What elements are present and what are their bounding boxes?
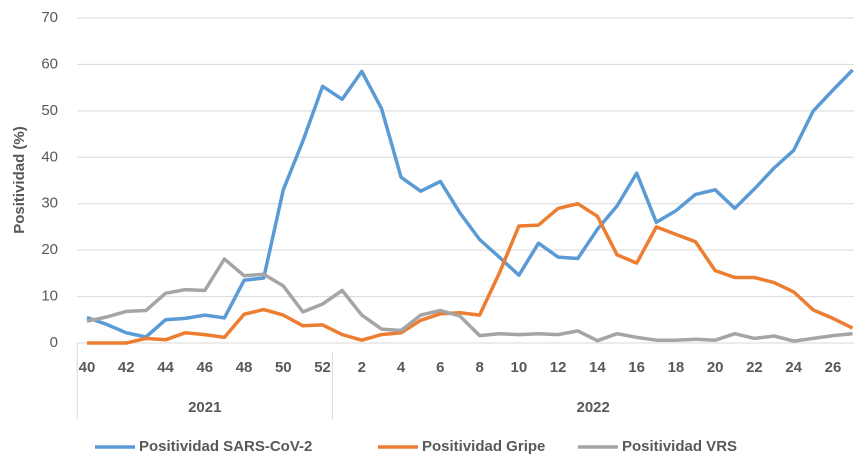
x-tick-label: 22 xyxy=(746,359,763,376)
x-tick-label: 8 xyxy=(475,359,483,376)
y-tick-label: 60 xyxy=(41,55,58,72)
y-tick-label: 70 xyxy=(41,9,58,26)
x-tick-label: 16 xyxy=(628,359,645,376)
y-tick-label: 40 xyxy=(41,148,58,165)
legend-label: Positividad Gripe xyxy=(422,438,545,455)
x-tick-label: 52 xyxy=(314,359,331,376)
x-tick-label: 44 xyxy=(157,359,174,376)
x-tick-label: 40 xyxy=(79,359,96,376)
x-tick-label: 2 xyxy=(358,359,366,376)
legend-label: Positividad VRS xyxy=(622,438,737,455)
legend-label: Positividad SARS-CoV-2 xyxy=(139,438,312,455)
series-line xyxy=(87,201,854,345)
x-tick-label: 24 xyxy=(785,359,802,376)
x-tick-label: 14 xyxy=(589,359,606,376)
series-line xyxy=(86,257,853,343)
y-tick-label: 20 xyxy=(41,241,58,258)
x-tick-label: 46 xyxy=(196,359,213,376)
x-tick-label: 26 xyxy=(825,359,842,376)
x-tick-label: 18 xyxy=(668,359,685,376)
y-tick-label: 10 xyxy=(41,288,58,305)
y-axis-label: Positividad (%) xyxy=(11,126,28,234)
y-tick-label: 30 xyxy=(41,195,58,212)
x-tick-label: 48 xyxy=(236,359,253,376)
x-group-label: 2021 xyxy=(188,399,221,416)
y-tick-label: 0 xyxy=(50,334,58,351)
x-tick-label: 12 xyxy=(550,359,567,376)
x-tick-label: 20 xyxy=(707,359,724,376)
x-group-label: 2022 xyxy=(577,399,610,416)
x-tick-label: 4 xyxy=(397,359,406,376)
x-tick-label: 42 xyxy=(118,359,135,376)
x-tick-label: 6 xyxy=(436,359,444,376)
y-tick-label: 50 xyxy=(41,102,58,119)
series-line xyxy=(86,68,854,339)
x-tick-label: 10 xyxy=(511,359,528,376)
x-tick-label: 50 xyxy=(275,359,292,376)
